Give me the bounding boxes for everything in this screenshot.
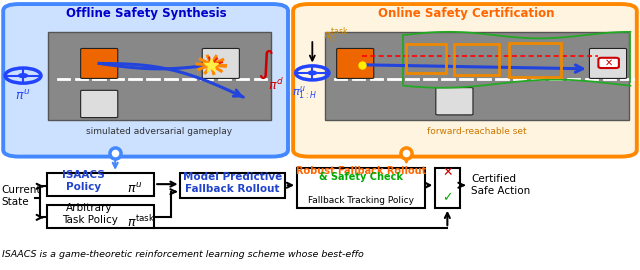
Circle shape xyxy=(308,71,317,75)
FancyBboxPatch shape xyxy=(47,205,154,228)
FancyBboxPatch shape xyxy=(598,58,619,68)
Text: Model Predictive
Fallback Rollout: Model Predictive Fallback Rollout xyxy=(182,172,282,194)
FancyBboxPatch shape xyxy=(435,168,460,208)
Text: Online Safety Certification: Online Safety Certification xyxy=(378,7,554,20)
Text: $\pi^u$: $\pi^u$ xyxy=(15,89,31,103)
Text: $\pi^u$: $\pi^u$ xyxy=(127,182,142,196)
Text: Robust Fallback Rollout: Robust Fallback Rollout xyxy=(296,166,426,177)
FancyBboxPatch shape xyxy=(293,4,637,157)
Text: $\pi_{1:H}^u$: $\pi_{1:H}^u$ xyxy=(292,84,317,101)
FancyBboxPatch shape xyxy=(48,32,271,120)
Text: simulated adversarial gameplay: simulated adversarial gameplay xyxy=(86,127,232,136)
Circle shape xyxy=(19,74,28,77)
Text: $\pi^d$: $\pi^d$ xyxy=(268,77,284,93)
Text: $\mathsf{\int}$: $\mathsf{\int}$ xyxy=(257,48,274,82)
Text: Arbitrary
Task Policy: Arbitrary Task Policy xyxy=(61,203,118,225)
Text: & Safety Check: & Safety Check xyxy=(319,171,403,182)
FancyBboxPatch shape xyxy=(436,87,473,115)
Text: Current
State: Current State xyxy=(1,185,41,207)
FancyBboxPatch shape xyxy=(3,4,288,157)
Text: ISAACS is a game-theoretic reinforcement learning scheme whose best-effo: ISAACS is a game-theoretic reinforcement… xyxy=(2,250,364,259)
FancyBboxPatch shape xyxy=(202,49,239,78)
FancyBboxPatch shape xyxy=(81,49,118,78)
Text: $\pi^{\rm task}$: $\pi^{\rm task}$ xyxy=(127,214,155,230)
Text: Offline Safety Synthesis: Offline Safety Synthesis xyxy=(66,7,226,20)
Text: forward-reachable set: forward-reachable set xyxy=(428,127,527,136)
Text: Fallback Tracking Policy: Fallback Tracking Policy xyxy=(308,196,414,205)
FancyBboxPatch shape xyxy=(297,168,425,208)
Text: $\pi_0^{\rm task}$: $\pi_0^{\rm task}$ xyxy=(323,25,349,45)
Text: ✕: ✕ xyxy=(442,166,452,179)
FancyBboxPatch shape xyxy=(81,90,118,118)
Text: ISAACS
Policy: ISAACS Policy xyxy=(62,170,104,192)
Text: ✕: ✕ xyxy=(605,58,612,68)
FancyBboxPatch shape xyxy=(180,173,285,198)
FancyBboxPatch shape xyxy=(47,173,154,196)
Text: ✓: ✓ xyxy=(442,191,452,204)
FancyBboxPatch shape xyxy=(589,49,627,78)
FancyBboxPatch shape xyxy=(337,49,374,78)
Text: Certified
Safe Action: Certified Safe Action xyxy=(471,174,531,196)
FancyBboxPatch shape xyxy=(325,32,629,120)
